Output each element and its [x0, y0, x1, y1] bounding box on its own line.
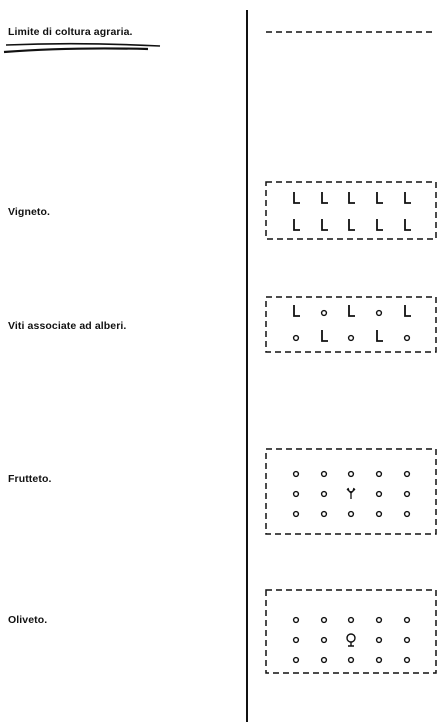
tree-mark — [375, 309, 383, 317]
label-viti-associate: Viti associate ad alberi. — [8, 320, 127, 332]
label-underline-stroke — [3, 42, 161, 54]
column-divider — [246, 10, 248, 722]
tree-mark — [292, 470, 300, 478]
vine-mark — [293, 305, 300, 317]
vine-mark — [348, 192, 355, 204]
label-oliveto: Oliveto. — [8, 614, 48, 626]
tree-mark — [375, 510, 383, 518]
vine-mark — [293, 192, 300, 204]
vine-mark — [348, 219, 355, 231]
vine-mark — [404, 219, 411, 231]
label-vigneto: Vigneto. — [8, 206, 51, 218]
vine-mark — [321, 192, 328, 204]
tree-mark — [347, 334, 355, 342]
tree-mark — [320, 656, 328, 664]
olive-tree-icon — [346, 633, 356, 647]
viti-dashed-frame — [265, 296, 437, 353]
label-limite-coltura: Limite di coltura agraria. — [8, 26, 133, 38]
tree-mark — [403, 470, 411, 478]
tree-mark — [375, 490, 383, 498]
tree-mark — [347, 656, 355, 664]
vine-mark — [348, 305, 355, 317]
tree-mark — [292, 334, 300, 342]
vine-mark — [404, 192, 411, 204]
tree-mark — [320, 470, 328, 478]
tree-mark — [320, 616, 328, 624]
tree-mark — [403, 490, 411, 498]
tree-mark — [403, 636, 411, 644]
vigneto-dashed-frame — [265, 181, 437, 240]
vine-mark — [376, 219, 383, 231]
tree-mark — [403, 656, 411, 664]
tree-mark — [320, 490, 328, 498]
tree-mark — [292, 490, 300, 498]
tree-mark — [403, 334, 411, 342]
oliveto-dashed-frame — [265, 589, 437, 674]
vine-mark — [293, 219, 300, 231]
vine-mark — [376, 330, 383, 342]
tree-mark — [375, 636, 383, 644]
tree-mark — [347, 510, 355, 518]
tree-mark — [292, 616, 300, 624]
tree-mark — [375, 616, 383, 624]
vine-mark — [321, 330, 328, 342]
symbol-vigneto — [265, 181, 437, 240]
tree-mark — [375, 470, 383, 478]
symbol-frutteto — [265, 448, 437, 535]
vine-mark — [376, 192, 383, 204]
tree-mark — [403, 510, 411, 518]
label-frutteto: Frutteto. — [8, 473, 52, 485]
tree-mark — [403, 616, 411, 624]
frutteto-dashed-frame — [265, 448, 437, 535]
tree-mark — [320, 510, 328, 518]
tree-mark — [320, 636, 328, 644]
symbol-viti-associate — [265, 296, 437, 353]
vine-mark — [321, 219, 328, 231]
symbol-oliveto — [265, 589, 437, 674]
tree-mark — [375, 656, 383, 664]
vine-mark — [404, 305, 411, 317]
tree-mark — [292, 510, 300, 518]
tree-mark — [292, 656, 300, 664]
fruit-tree-icon — [346, 487, 356, 499]
symbol-limite-dashed-line — [266, 31, 436, 33]
tree-mark — [292, 636, 300, 644]
tree-mark — [347, 616, 355, 624]
tree-mark — [320, 309, 328, 317]
tree-mark — [347, 470, 355, 478]
